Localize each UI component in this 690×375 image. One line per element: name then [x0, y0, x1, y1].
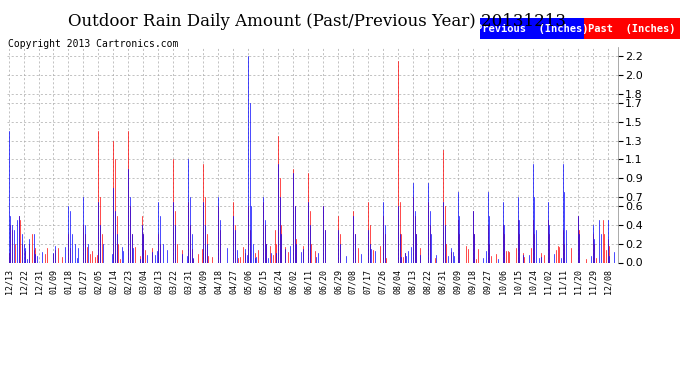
Text: Copyright 2013 Cartronics.com: Copyright 2013 Cartronics.com [8, 39, 179, 50]
Text: Outdoor Rain Daily Amount (Past/Previous Year) 20131213: Outdoor Rain Daily Amount (Past/Previous… [68, 13, 566, 30]
Text: Past  (Inches): Past (Inches) [589, 24, 676, 34]
Text: Previous  (Inches): Previous (Inches) [475, 24, 589, 34]
